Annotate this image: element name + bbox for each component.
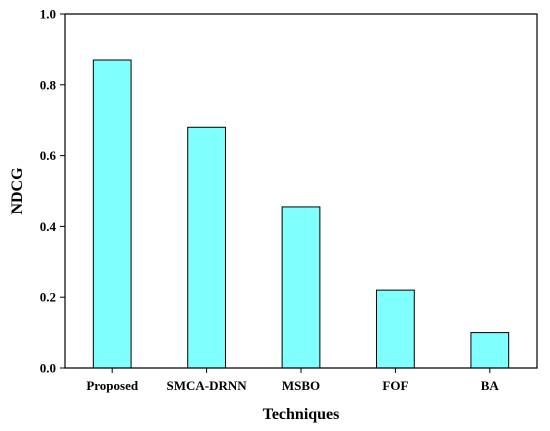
bar-smca-drnn [187,126,226,369]
x-tick-label: MSBO [282,378,320,393]
y-tick-label: 1.0 [40,7,56,22]
x-tick-label: BA [481,378,500,393]
y-axis-title: NDCG [9,167,26,215]
bar-proposed [92,59,132,369]
bar-msbo [281,206,321,369]
y-tick-label: 0.8 [40,77,57,92]
bars-group [92,59,510,369]
y-axis-ticks: 0.0 0.2 0.4 0.6 0.8 1.0 [40,7,65,376]
x-axis-ticks: Proposed SMCA-DRNN MSBO FOF BA [86,368,499,393]
y-tick-label: 0.2 [40,290,56,305]
bar-fof [376,289,415,369]
bar-ba [470,332,510,369]
y-tick-label: 0.6 [40,148,57,163]
plot-frame [64,13,538,369]
x-tick-label: SMCA-DRNN [167,378,248,393]
x-tick-label: FOF [382,378,408,393]
y-tick-label: 0.4 [40,219,57,234]
x-tick-label: Proposed [86,378,139,393]
y-tick-label: 0.0 [40,361,56,376]
x-axis-title: Techniques [263,406,340,423]
